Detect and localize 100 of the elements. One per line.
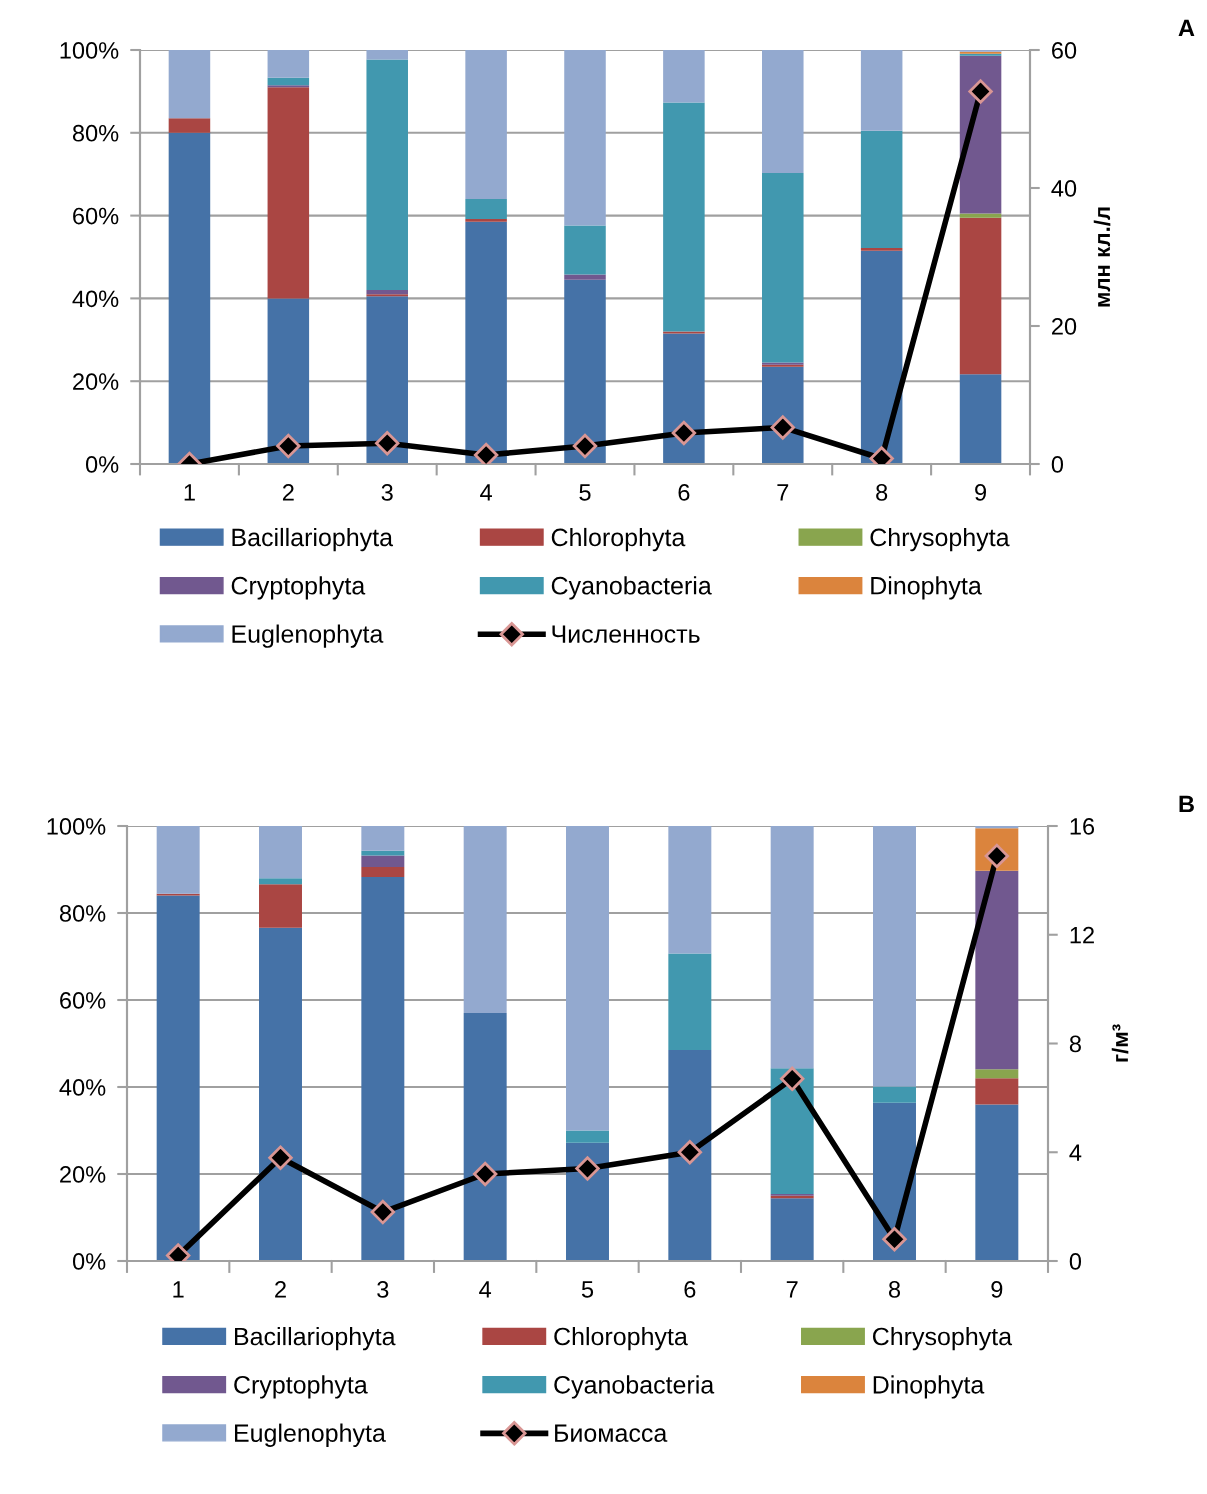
bar	[770, 1198, 814, 1261]
bar	[566, 826, 609, 1131]
bar	[267, 85, 310, 88]
bar	[975, 1078, 1019, 1105]
bar	[975, 1104, 1019, 1261]
x-tick-label: 2	[282, 484, 294, 501]
bar	[267, 87, 310, 299]
x-tick-label: 5	[579, 484, 591, 501]
legend-label: Euglenophyta	[232, 624, 384, 648]
bar	[564, 50, 606, 226]
legend-label: Bacillariophyta	[235, 1327, 396, 1351]
bar	[168, 132, 211, 464]
x-tick-label: 8	[888, 1281, 901, 1298]
x-tick-label: 6	[684, 1281, 696, 1298]
text: B	[1179, 795, 1194, 813]
bar	[168, 50, 211, 119]
bar	[663, 50, 705, 103]
bar	[465, 199, 507, 219]
y2-tick-label: 0	[1051, 456, 1064, 473]
bar	[663, 102, 705, 332]
bar	[267, 298, 310, 464]
bar	[668, 826, 712, 954]
x-tick-label: 3	[381, 484, 393, 501]
point	[968, 79, 993, 104]
bar	[259, 826, 302, 879]
bar	[366, 290, 408, 295]
x-tick-label: 9	[991, 1281, 1003, 1298]
bar	[463, 826, 507, 1014]
legend-label: Численность	[552, 625, 700, 643]
bar	[361, 866, 405, 877]
legend-label: Dinophyta	[873, 1375, 985, 1399]
legend-label: Cyanobacteria	[554, 1375, 715, 1399]
y2-axis-title: млн кл./л	[1093, 207, 1111, 307]
legend-label: Chlorophyta	[551, 527, 686, 552]
legend-label: Cryptophyta	[231, 576, 366, 600]
bar	[564, 279, 606, 464]
bar	[564, 274, 606, 280]
bar	[566, 1130, 609, 1143]
bar	[168, 118, 211, 133]
bar	[975, 1069, 1019, 1079]
bar	[663, 333, 705, 464]
legend-label: Cyanobacteria	[551, 576, 712, 600]
bar	[566, 1142, 609, 1261]
bar	[361, 855, 405, 867]
x-tick-label: 2	[275, 1281, 286, 1298]
bar	[259, 878, 302, 885]
bar	[156, 826, 200, 894]
y2-tick-label: 16	[1070, 818, 1095, 835]
point	[671, 420, 697, 446]
bar	[959, 217, 1002, 375]
x-tick-label: 1	[173, 1281, 184, 1298]
bar	[975, 870, 1019, 1070]
bar	[366, 294, 408, 297]
bar	[267, 77, 310, 86]
legend-label: Bacillariophyta	[232, 527, 394, 552]
y2-tick-label: 60	[1052, 42, 1077, 59]
point	[779, 1066, 805, 1092]
x-tick-label: 4	[479, 1281, 492, 1298]
point	[472, 1161, 498, 1187]
x-tick-label: 7	[786, 1281, 798, 1298]
x-tick-label: 1	[184, 484, 195, 501]
y-tick-label: 20%	[73, 373, 119, 390]
bar	[668, 953, 712, 1051]
legend-label: Биомасса	[555, 1424, 668, 1442]
bar	[465, 218, 507, 222]
y-tick-label: 100%	[60, 42, 119, 59]
y2-tick-label: 8	[1069, 1035, 1081, 1053]
y-tick-label: 80%	[59, 905, 106, 922]
point	[575, 1156, 600, 1181]
bar	[361, 876, 405, 1261]
x-tick-label: 4	[480, 484, 492, 501]
y2-tick-label: 0	[1069, 1253, 1082, 1270]
y2-axis-title: г/м³	[1111, 1024, 1129, 1062]
bar	[156, 895, 200, 1261]
x-tick-label: 7	[777, 484, 789, 501]
bar	[959, 374, 1002, 464]
y-tick-label: 0%	[72, 1253, 106, 1270]
x-tick-label: 8	[876, 484, 888, 501]
y2-tick-label: 4	[1069, 1144, 1082, 1161]
bar	[259, 927, 302, 1261]
y-tick-label: 60%	[60, 992, 106, 1009]
bar	[465, 221, 507, 464]
y2-tick-label: 20	[1052, 318, 1077, 335]
bar	[463, 1013, 507, 1261]
bar	[663, 331, 705, 334]
bar	[873, 1086, 916, 1103]
bar	[366, 50, 408, 60]
bar	[366, 296, 408, 464]
y-tick-label: 60%	[73, 207, 119, 225]
y-tick-label: 80%	[72, 124, 119, 142]
point	[770, 415, 795, 440]
x-tick-label: 3	[377, 1281, 389, 1298]
point	[677, 1140, 703, 1165]
point	[370, 1199, 396, 1225]
point	[268, 1145, 293, 1170]
bar	[465, 50, 507, 200]
legend-label: Chlorophyta	[554, 1327, 688, 1351]
y2-tick-label: 40	[1051, 180, 1077, 197]
x-tick-label: 6	[678, 484, 690, 501]
bar	[361, 850, 405, 856]
